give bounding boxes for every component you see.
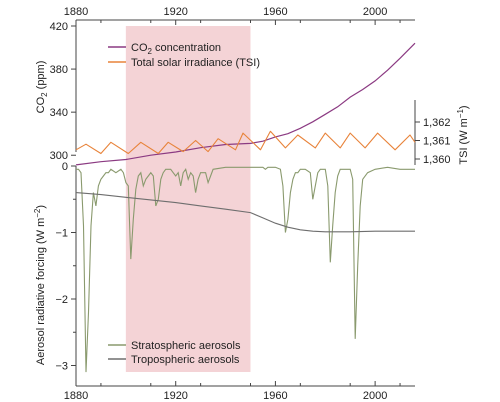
legend-label-co2-sub: 2	[148, 47, 153, 56]
tsi-line	[75, 130, 416, 155]
tsi-axis-label: TSI (W m−1)	[456, 105, 470, 164]
bottom-x-tick-label: 1920	[163, 390, 187, 402]
stratospheric-aerosols-line	[76, 166, 415, 373]
top-x-tick-label: 1880	[64, 6, 88, 18]
legend-label-tropospheric: Tropospheric aerosols	[131, 354, 240, 366]
legend-bottom: Stratospheric aerosols Tropospheric aero…	[108, 340, 241, 366]
tsi-y-tick-label: 1,362	[423, 117, 451, 129]
top-x-tick-label: 1960	[263, 6, 287, 18]
aerosol-y-tick-label: −2	[55, 294, 68, 306]
bottom-x-tick-label: 1880	[64, 390, 88, 402]
bottom-x-tick-label: 2000	[363, 390, 387, 402]
aerosol-axis-label-sup: −2	[33, 208, 42, 218]
co2-concentration-line	[75, 42, 416, 166]
co2-y-tick-label: 420	[50, 21, 68, 33]
tick-labels: 1880 1880 1920 1920 1960 1960 2000 2000 300 340 38…	[50, 6, 451, 402]
co2-axis-label-sub: 2	[40, 92, 49, 97]
legend-label-co2-rest: concentration	[152, 42, 221, 54]
axes	[71, 19, 420, 387]
aerosol-axis-label: Aerosol radiative forcing (W m−2)	[33, 205, 47, 365]
co2-y-tick-label: 380	[50, 64, 68, 76]
co2-axis-label-unit: (ppm)	[35, 61, 47, 93]
tsi-axis-label-sup: −1	[456, 109, 465, 119]
tsi-y-tick-label: 1,360	[423, 154, 451, 166]
tsi-y-tick-label: 1,361	[423, 136, 451, 148]
legend-label-stratospheric: Stratospheric aerosols	[131, 340, 241, 352]
top-x-tick-label: 1920	[163, 6, 187, 18]
aerosol-y-tick-label: −1	[55, 228, 68, 240]
co2-axis-label: CO2 (ppm)	[35, 61, 49, 114]
series-lines	[75, 42, 416, 373]
aerosol-y-tick-label: −3	[55, 361, 68, 373]
co2-y-tick-label: 300	[50, 150, 68, 162]
legend-label-co2: CO2 concentration	[131, 42, 221, 56]
legend-label-tsi: Total solar irradiance (TSI)	[131, 57, 260, 69]
aerosol-y-tick-label: 0	[62, 161, 68, 173]
tsi-axis-label-end: )	[458, 105, 470, 109]
bottom-x-tick-label: 1960	[263, 390, 287, 402]
tropospheric-aerosols-line	[75, 192, 415, 233]
aerosol-axis-label-end: )	[35, 205, 47, 209]
co2-y-tick-label: 340	[50, 107, 68, 119]
top-x-tick-label: 2000	[363, 6, 387, 18]
legend-top: CO2 concentration Total solar irradiance…	[108, 42, 260, 69]
